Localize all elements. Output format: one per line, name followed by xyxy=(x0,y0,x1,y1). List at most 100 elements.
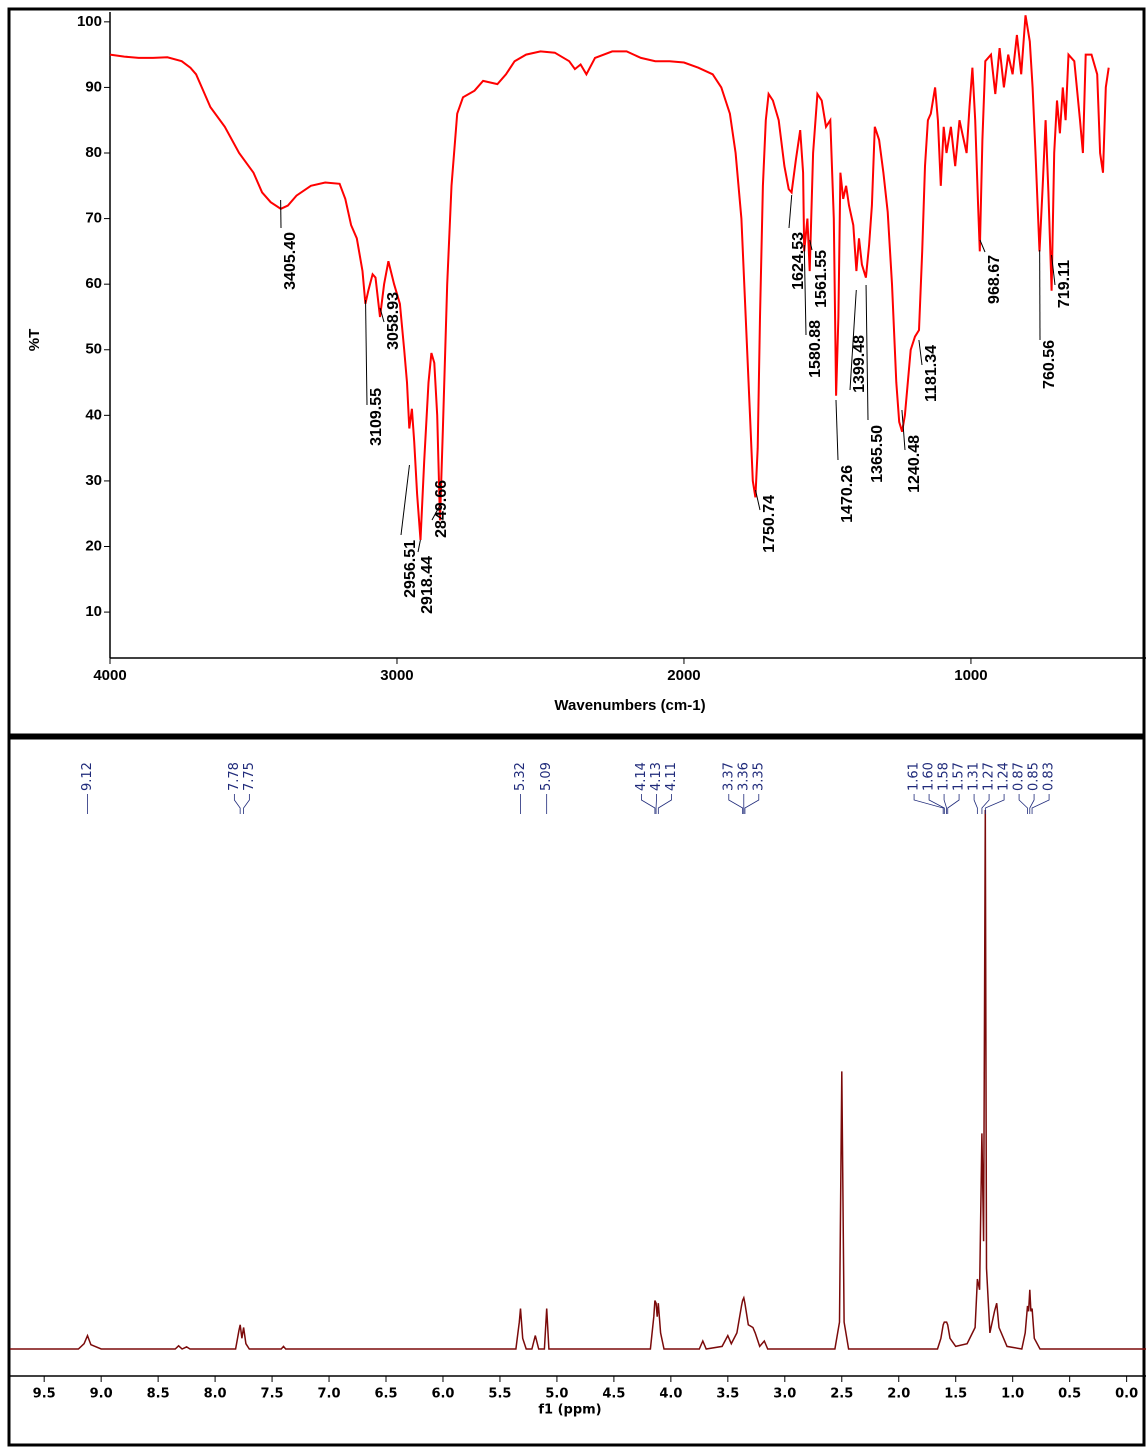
peak-label: 1580.88 xyxy=(807,320,824,378)
x-tick-label: 5.5 xyxy=(488,1387,511,1402)
x-tick-label: 1.5 xyxy=(944,1387,967,1402)
peak-label: 719.11 xyxy=(1056,260,1073,308)
peak-label: 4.14 xyxy=(634,762,649,791)
peak-leader xyxy=(1051,254,1056,286)
peak-label: 1750.74 xyxy=(761,495,778,553)
x-tick-label: 9.5 xyxy=(33,1387,56,1402)
peak-leader xyxy=(1031,794,1050,814)
peak-leader xyxy=(1018,794,1028,814)
peak-leader xyxy=(943,794,948,814)
peak-label: 1.61 xyxy=(907,762,922,791)
peak-label: 0.83 xyxy=(1042,762,1057,791)
peak-label: 3.35 xyxy=(751,762,766,791)
y-tick-label: 20 xyxy=(85,537,102,554)
y-axis-label: %T xyxy=(26,329,43,352)
y-tick-label: 90 xyxy=(85,78,102,95)
x-axis-label: Wavenumbers (cm-1) xyxy=(554,697,705,714)
peak-leader xyxy=(641,794,656,814)
peak-leader xyxy=(901,409,906,451)
peak-leader xyxy=(365,299,368,406)
peak-leader xyxy=(417,539,421,553)
peak-leader xyxy=(979,239,986,253)
y-tick-label: 60 xyxy=(85,275,102,292)
peak-leader xyxy=(431,504,441,521)
x-tick-label: 4.0 xyxy=(659,1387,682,1402)
peak-leader xyxy=(243,794,250,814)
x-tick-label: 8.5 xyxy=(147,1387,170,1402)
peak-leader xyxy=(755,489,761,511)
peak-label: 3058.93 xyxy=(385,292,402,350)
peak-leader xyxy=(849,289,857,391)
peak-leader xyxy=(809,239,813,251)
x-tick-label: 9.0 xyxy=(90,1387,113,1402)
peak-leader xyxy=(835,399,839,461)
peak-label: 1470.26 xyxy=(839,465,856,523)
y-tick-label: 50 xyxy=(85,341,102,358)
peak-label: 3109.55 xyxy=(368,388,385,446)
x-tick-label: 4000 xyxy=(93,667,126,684)
peak-leader xyxy=(400,464,410,536)
x-tick-label: 3.0 xyxy=(773,1387,796,1402)
x-tick-label: 2.0 xyxy=(887,1387,910,1402)
peak-leader xyxy=(657,794,672,814)
nmr-frame xyxy=(7,736,1146,1447)
peak-label: 1624.53 xyxy=(790,232,807,290)
peak-label: 9.12 xyxy=(80,762,95,791)
peak-leader xyxy=(233,794,241,814)
peak-label: 2918.44 xyxy=(419,556,436,614)
x-tick-label: 8.0 xyxy=(204,1387,227,1402)
peak-leader xyxy=(379,307,385,323)
peak-leader xyxy=(973,794,978,814)
peak-label: 1.57 xyxy=(952,762,967,791)
peak-label: 3405.40 xyxy=(282,232,299,290)
peak-label: 1.27 xyxy=(982,762,997,791)
peak-leader xyxy=(913,794,944,814)
peak-label: 760.56 xyxy=(1041,340,1058,389)
peak-label: 1181.34 xyxy=(923,345,940,402)
peak-leader xyxy=(928,794,945,814)
x-tick-label: 2000 xyxy=(667,667,700,684)
peak-leader xyxy=(918,339,923,366)
peak-label: 1399.48 xyxy=(851,335,868,393)
ir-frame xyxy=(7,7,1146,737)
peak-leader xyxy=(803,244,807,336)
peak-leader xyxy=(865,284,869,421)
peak-label: 4.13 xyxy=(649,762,664,791)
peak-leader xyxy=(984,794,1005,814)
peak-label: 1.58 xyxy=(937,762,952,791)
x-tick-label: 3.5 xyxy=(716,1387,739,1402)
peak-label: 5.09 xyxy=(539,762,554,791)
y-tick-label: 70 xyxy=(85,210,102,227)
x-tick-label: 5.0 xyxy=(545,1387,568,1402)
y-tick-label: 40 xyxy=(85,406,102,423)
x-tick-label: 6.5 xyxy=(374,1387,397,1402)
peak-label: 1.60 xyxy=(922,762,937,791)
peak-label: 1.24 xyxy=(997,762,1012,791)
x-tick-label: 6.0 xyxy=(431,1387,454,1402)
peak-label: 2956.51 xyxy=(402,540,419,598)
peak-label: 1365.50 xyxy=(869,425,886,483)
spectrum-line xyxy=(10,809,1146,1350)
peak-label: 1561.55 xyxy=(813,250,830,308)
x-tick-label: 2.5 xyxy=(830,1387,853,1402)
peak-label: 5.32 xyxy=(513,762,528,791)
spectrum-line xyxy=(109,15,1110,540)
peak-leader xyxy=(788,194,793,229)
peak-label: 4.11 xyxy=(664,762,679,791)
peak-label: 0.85 xyxy=(1027,762,1042,791)
peak-leader xyxy=(1029,794,1035,814)
x-tick-label: 0.0 xyxy=(1115,1387,1138,1402)
peak-label: 1.31 xyxy=(967,762,982,791)
x-tick-label: 1.0 xyxy=(1001,1387,1024,1402)
x-tick-label: 1000 xyxy=(954,667,987,684)
peak-leader xyxy=(728,794,744,814)
x-tick-label: 7.0 xyxy=(318,1387,341,1402)
y-tick-label: 10 xyxy=(85,603,102,620)
x-tick-label: 7.5 xyxy=(261,1387,284,1402)
y-tick-label: 30 xyxy=(85,472,102,489)
peak-label: 3.36 xyxy=(736,762,751,791)
peak-leader xyxy=(744,794,760,814)
y-tick-label: 100 xyxy=(77,13,102,30)
